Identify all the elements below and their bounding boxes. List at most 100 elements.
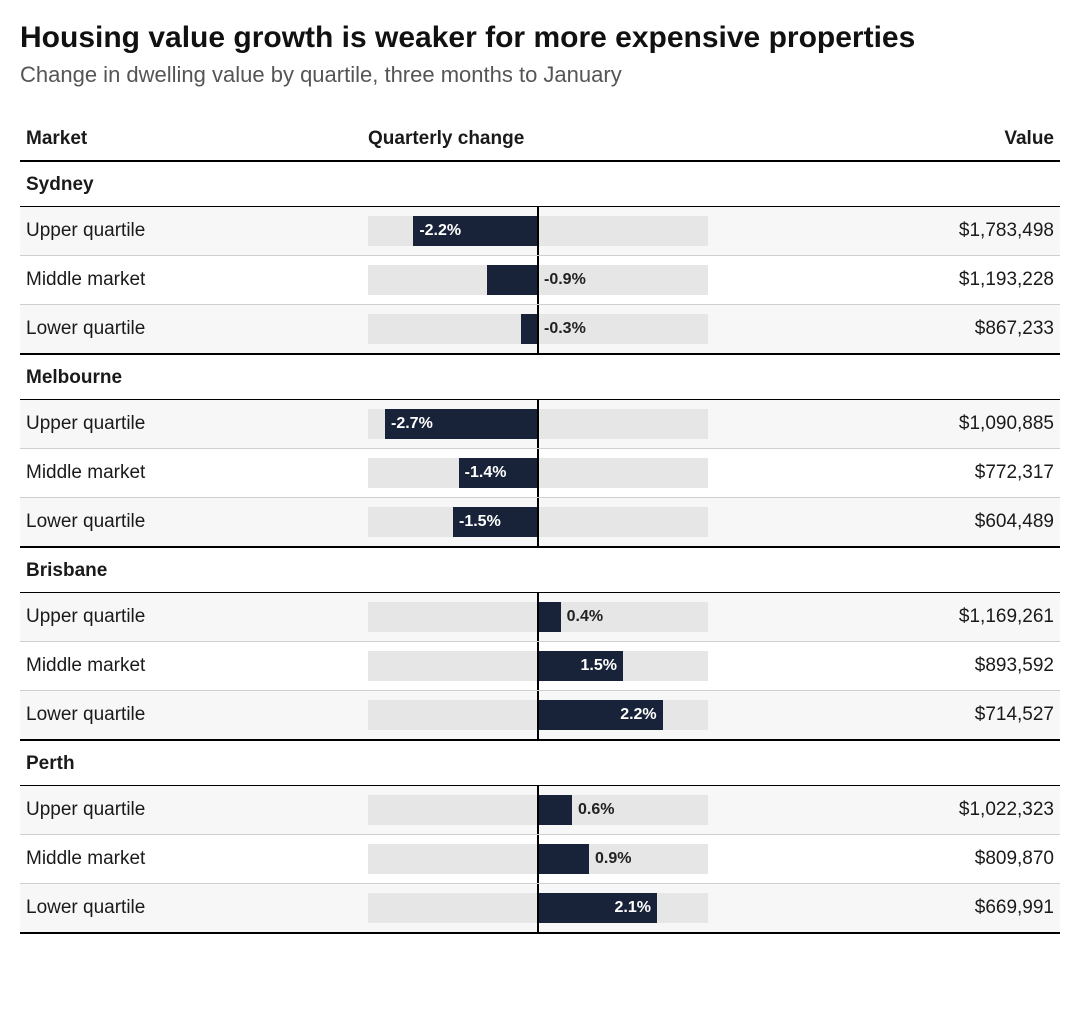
bar-value-label: -2.7% (391, 409, 433, 439)
table-row: Middle market 0.9% $809,870 (20, 835, 1060, 884)
bar-zero-axis (537, 884, 539, 932)
bar-track: -2.7% (368, 409, 708, 439)
bar-value-label: 0.6% (578, 795, 614, 825)
row-value: $1,193,228 (714, 256, 1060, 305)
bar-track: -1.5% (368, 507, 708, 537)
bar-fill (521, 314, 538, 344)
bar-track: 2.2% (368, 700, 708, 730)
bar-zero-axis (537, 207, 539, 255)
bar-zero-axis (537, 593, 539, 641)
row-value: $809,870 (714, 835, 1060, 884)
table-row: Lower quartile-1.5%$604,489 (20, 498, 1060, 548)
row-label: Middle market (20, 835, 362, 884)
row-label: Middle market (20, 642, 362, 691)
group-name: Perth (20, 740, 1060, 786)
col-header-market: Market (20, 120, 362, 161)
row-value: $669,991 (714, 884, 1060, 934)
row-bar-cell: 2.1% (362, 884, 714, 934)
row-value: $893,592 (714, 642, 1060, 691)
chart-container: Housing value growth is weaker for more … (0, 0, 1080, 974)
row-value: $714,527 (714, 691, 1060, 741)
table-group-row: Brisbane (20, 547, 1060, 593)
row-bar-cell: 0.9% (362, 835, 714, 884)
bar-zero-axis (537, 400, 539, 448)
bar-value-label: 2.2% (620, 700, 656, 730)
row-label: Lower quartile (20, 884, 362, 934)
group-name: Brisbane (20, 547, 1060, 593)
row-bar-cell: -0.3% (362, 305, 714, 355)
row-bar-cell: 0.4% (362, 593, 714, 642)
bar-track: 1.5% (368, 651, 708, 681)
bar-track: 0.4% (368, 602, 708, 632)
table-row: Upper quartile 0.6% $1,022,323 (20, 786, 1060, 835)
row-bar-cell: -2.2% (362, 207, 714, 256)
row-bar-cell: -0.9% (362, 256, 714, 305)
table-row: Lower quartile 2.2% $714,527 (20, 691, 1060, 741)
row-bar-cell: 2.2% (362, 691, 714, 741)
bar-zero-axis (537, 691, 539, 739)
table-row: Upper quartile -2.7% $1,090,885 (20, 400, 1060, 449)
data-table: Market Quarterly change Value SydneyUppe… (20, 120, 1060, 934)
row-label: Upper quartile (20, 593, 362, 642)
row-value: $1,783,498 (714, 207, 1060, 256)
table-row: Lower quartile 2.1% $669,991 (20, 884, 1060, 934)
table-row: Middle market -1.4% $772,317 (20, 449, 1060, 498)
bar-fill (538, 795, 572, 825)
bar-zero-axis (537, 642, 539, 690)
bar-track: 2.1% (368, 893, 708, 923)
bar-track: -1.4% (368, 458, 708, 488)
bar-track: 0.9% (368, 844, 708, 874)
bar-fill (538, 602, 561, 632)
bar-value-label: 1.5% (581, 651, 617, 681)
table-row: Middle market 1.5% $893,592 (20, 642, 1060, 691)
row-value: $1,090,885 (714, 400, 1060, 449)
bar-zero-axis (537, 256, 539, 304)
bar-zero-axis (537, 498, 539, 546)
row-value: $867,233 (714, 305, 1060, 355)
row-label: Middle market (20, 256, 362, 305)
bar-value-label: 0.4% (567, 602, 603, 632)
bar-zero-axis (537, 305, 539, 353)
bar-zero-axis (537, 786, 539, 834)
bar-zero-axis (537, 449, 539, 497)
row-value: $772,317 (714, 449, 1060, 498)
bar-zero-axis (537, 835, 539, 883)
row-bar-cell: -1.5% (362, 498, 714, 548)
chart-subtitle: Change in dwelling value by quartile, th… (20, 62, 1060, 88)
table-header-row: Market Quarterly change Value (20, 120, 1060, 161)
bar-value-label: -1.4% (465, 458, 507, 488)
row-label: Lower quartile (20, 691, 362, 741)
row-label: Middle market (20, 449, 362, 498)
table-row: Upper quartile -2.2% $1,783,498 (20, 207, 1060, 256)
table-group-row: Melbourne (20, 354, 1060, 400)
col-header-value: Value (714, 120, 1060, 161)
row-bar-cell: 0.6% (362, 786, 714, 835)
bar-value-label: -1.5% (459, 507, 501, 537)
table-group-row: Perth (20, 740, 1060, 786)
bar-track: -0.9% (368, 265, 708, 295)
bar-value-label: 0.9% (595, 844, 631, 874)
bar-value-label: -0.9% (544, 265, 586, 295)
row-value: $1,169,261 (714, 593, 1060, 642)
row-label: Upper quartile (20, 400, 362, 449)
table-group-row: Sydney (20, 161, 1060, 207)
row-label: Upper quartile (20, 786, 362, 835)
bar-track: -0.3% (368, 314, 708, 344)
row-label: Lower quartile (20, 305, 362, 355)
bar-value-label: -2.2% (419, 216, 461, 246)
table-row: Upper quartile 0.4% $1,169,261 (20, 593, 1060, 642)
bar-track: 0.6% (368, 795, 708, 825)
chart-title: Housing value growth is weaker for more … (20, 20, 1060, 56)
table-row: Lower quartile -0.3% $867,233 (20, 305, 1060, 355)
bar-value-label: 2.1% (615, 893, 651, 923)
col-header-change: Quarterly change (362, 120, 714, 161)
row-value: $1,022,323 (714, 786, 1060, 835)
group-name: Sydney (20, 161, 1060, 207)
bar-fill (487, 265, 538, 295)
bar-value-label: -0.3% (544, 314, 586, 344)
bar-track: -2.2% (368, 216, 708, 246)
row-label: Upper quartile (20, 207, 362, 256)
table-row: Middle market -0.9% $1,193,228 (20, 256, 1060, 305)
row-bar-cell: 1.5% (362, 642, 714, 691)
row-value: $604,489 (714, 498, 1060, 548)
